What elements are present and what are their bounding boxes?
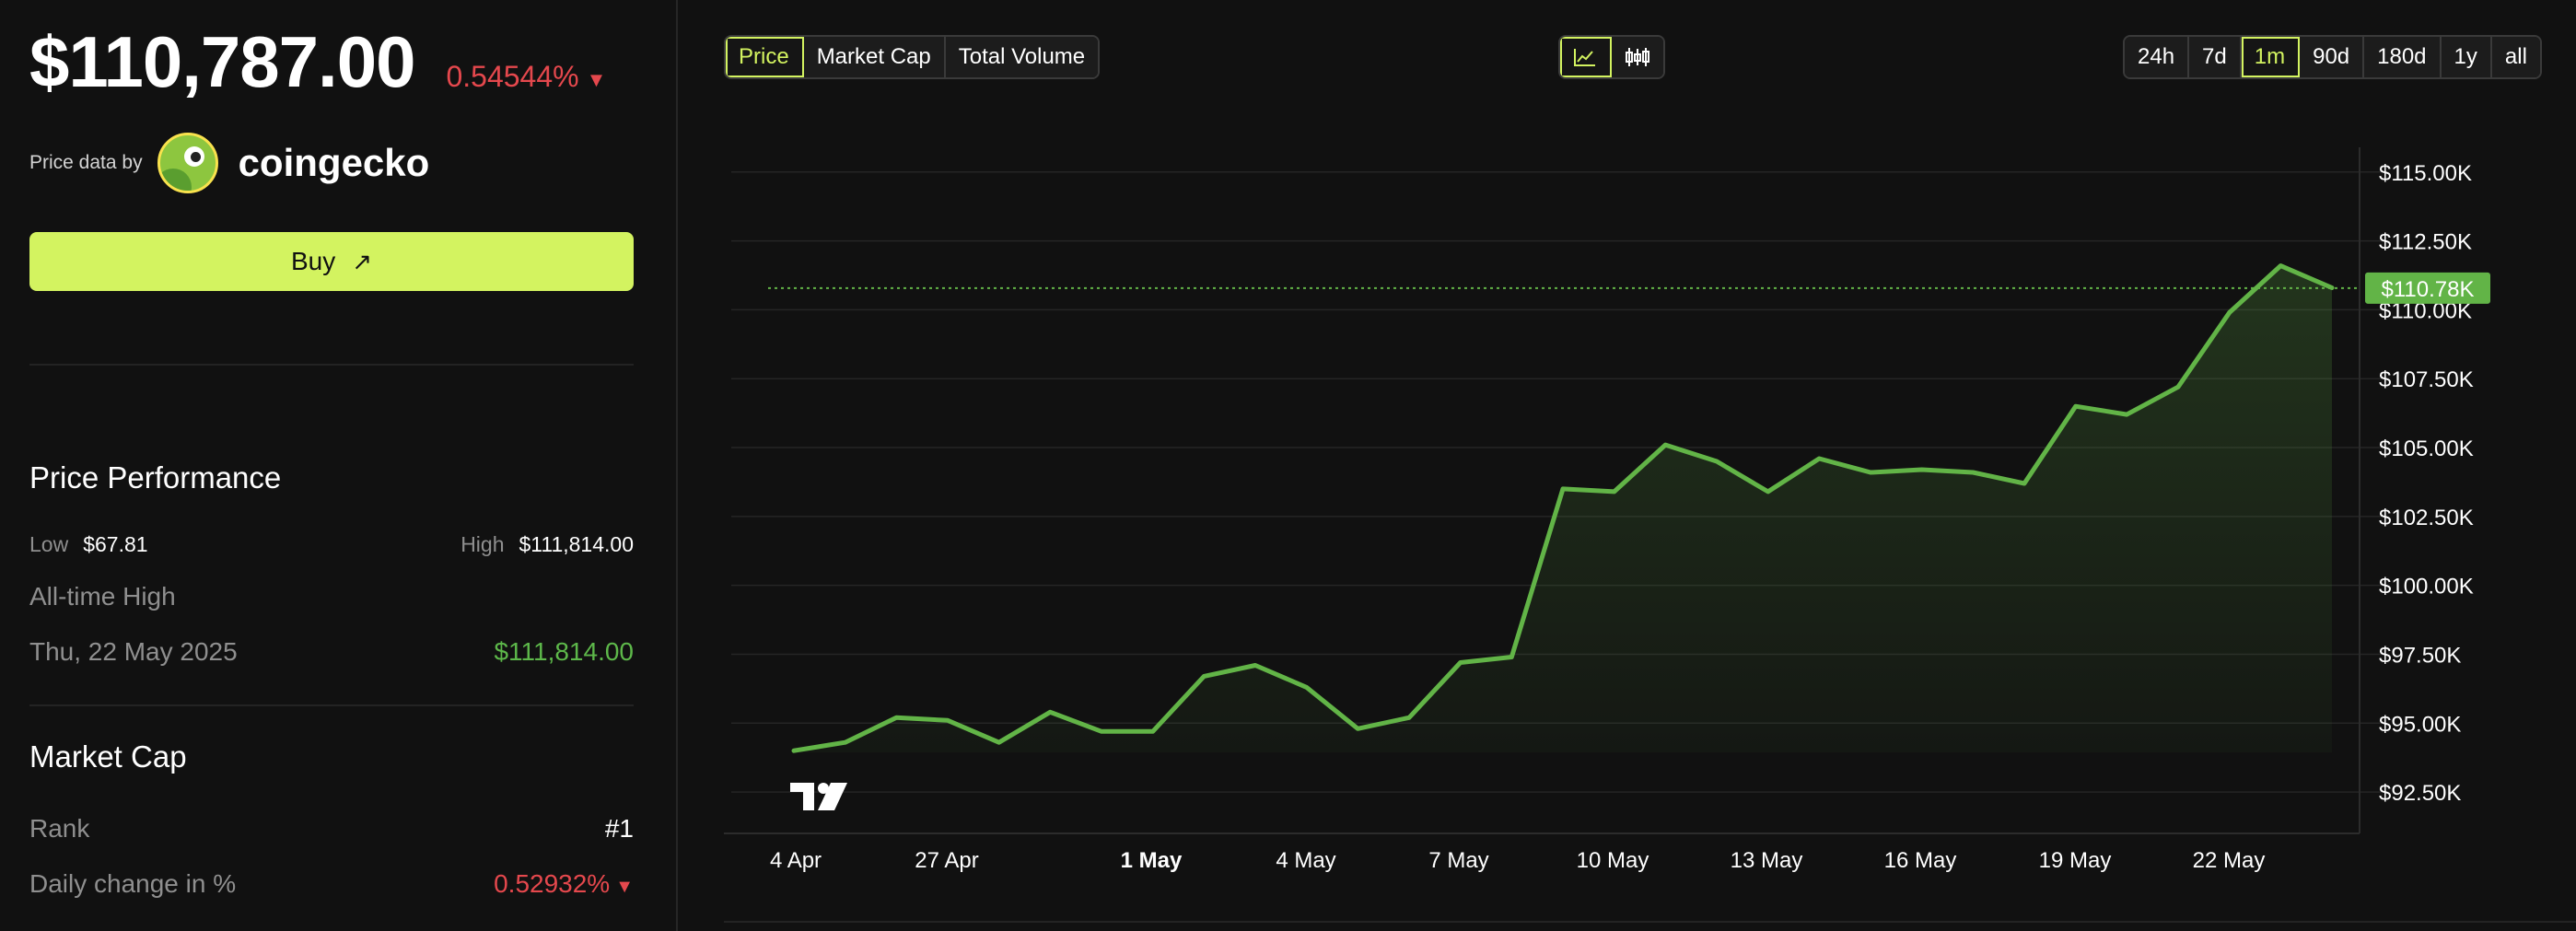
chart-panel: Price Market Cap Total Volume	[680, 0, 2576, 931]
range-1m-label: 1m	[2254, 44, 2286, 69]
tab-total-volume-label: Total Volume	[958, 44, 1086, 69]
coingecko-gecko-icon[interactable]	[157, 133, 218, 193]
range-1y-label: 1y	[2454, 44, 2477, 69]
ath-label: All-time High	[29, 582, 176, 611]
low-group: Low $67.81	[29, 532, 148, 557]
range-24h[interactable]: 24h	[2125, 37, 2190, 77]
price-header: $110,787.00 0.54544% ▼	[29, 20, 606, 104]
x-tick-label: 1 May	[1121, 848, 1183, 873]
y-tick-label: $102.50K	[2379, 506, 2474, 530]
x-tick-label: 4 May	[1276, 848, 1335, 873]
range-1y[interactable]: 1y	[2441, 37, 2492, 77]
x-tick-label: 19 May	[2039, 848, 2112, 873]
range-7d-label: 7d	[2202, 44, 2227, 69]
y-tick-label: $112.50K	[2379, 230, 2472, 255]
current-price: $110,787.00	[29, 21, 415, 102]
price-change-value: 0.54544%	[446, 60, 579, 93]
divider	[724, 921, 2576, 923]
y-tick-label: $92.50K	[2379, 781, 2461, 806]
ath-date: Thu, 22 May 2025	[29, 637, 238, 666]
daily-change-value: 0.52932%	[494, 869, 611, 898]
buy-button[interactable]: Buy ↗	[29, 232, 634, 291]
price-performance-title: Price Performance	[29, 460, 282, 495]
daily-change: 0.52932% ▼	[494, 869, 634, 899]
price-area-fill	[794, 265, 2332, 753]
low-value: $67.81	[83, 532, 148, 556]
arrow-up-right-icon: ↗	[352, 247, 373, 275]
range-180d-label: 180d	[2377, 44, 2427, 69]
price-data-attribution: Price data by coingecko	[29, 133, 429, 193]
y-tick-label: $115.00K	[2379, 161, 2472, 186]
y-tick-label: $107.50K	[2379, 367, 2474, 392]
ath-label-row: All-time High	[29, 582, 634, 611]
coin-info-panel: $110,787.00 0.54544% ▼ Price data by coin…	[0, 0, 678, 931]
range-1m[interactable]: 1m	[2241, 37, 2301, 77]
tab-market-cap[interactable]: Market Cap	[803, 37, 946, 77]
range-all[interactable]: all	[2491, 37, 2540, 77]
ath-value: $111,814.00	[494, 637, 634, 666]
x-tick-label: 4 Apr	[770, 848, 822, 873]
time-range-selector: 24h 7d 1m 90d 180d 1y all	[2123, 35, 2542, 79]
x-tick-label: 16 May	[1884, 848, 1957, 873]
range-180d[interactable]: 180d	[2364, 37, 2442, 77]
x-tick-label: 13 May	[1731, 848, 1803, 873]
low-high-row: Low $67.81 High $111,814.00	[29, 532, 634, 557]
line-chart-icon	[1574, 49, 1595, 66]
buy-button-label: Buy	[290, 247, 336, 275]
tab-price[interactable]: Price	[726, 37, 804, 77]
chart-type-toggle	[1558, 35, 1665, 79]
market-cap-title: Market Cap	[29, 739, 187, 774]
y-tick-label: $105.00K	[2379, 436, 2474, 461]
daily-change-row: Daily change in % 0.52932% ▼	[29, 869, 634, 899]
y-tick-label: $100.00K	[2379, 575, 2474, 599]
high-value: $111,814.00	[519, 532, 635, 556]
price-data-label: Price data by	[29, 152, 143, 173]
range-90d-label: 90d	[2313, 44, 2350, 69]
candlestick-icon	[1626, 48, 1649, 66]
metric-tabs: Price Market Cap Total Volume	[724, 35, 1101, 79]
coingecko-wordmark[interactable]: coingecko	[238, 141, 430, 184]
range-7d[interactable]: 7d	[2189, 37, 2242, 77]
ath-row: Thu, 22 May 2025 $111,814.00	[29, 637, 634, 667]
line-chart-button[interactable]	[1560, 37, 1612, 77]
x-tick-label: 10 May	[1577, 848, 1649, 873]
x-tick-label: 27 Apr	[915, 848, 978, 873]
x-tick-label: 7 May	[1428, 848, 1488, 873]
y-tick-label: $95.00K	[2379, 712, 2461, 737]
tab-price-label: Price	[739, 44, 789, 69]
current-price-badge-label: $110.78K	[2382, 277, 2475, 302]
tab-market-cap-label: Market Cap	[816, 44, 931, 69]
daily-change-label: Daily change in %	[29, 869, 237, 898]
price-series-line	[791, 263, 2335, 753]
divider	[29, 704, 634, 706]
current-price-badge	[2365, 272, 2490, 304]
y-tick-label: $97.50K	[2379, 643, 2461, 668]
rank-row: Rank #1	[29, 814, 634, 844]
range-all-label: all	[2504, 44, 2527, 69]
high-group: High $111,814.00	[460, 532, 634, 557]
high-label: High	[460, 532, 505, 556]
rank-label: Rank	[29, 814, 90, 843]
price-chart[interactable]: 4 Apr 27 Apr 1 May 4 May 7 May 10 May 13 May 16…	[680, 0, 2576, 921]
rank-value: #1	[604, 814, 634, 843]
triangle-down-icon: ▼	[615, 877, 634, 897]
range-24h-label: 24h	[2138, 44, 2175, 69]
price-change: 0.54544% ▼	[446, 60, 606, 94]
x-tick-label: 22 May	[2193, 848, 2266, 873]
candlestick-button[interactable]	[1612, 37, 1663, 77]
tradingview-logo-icon[interactable]	[790, 783, 847, 810]
divider	[29, 364, 634, 366]
tab-total-volume[interactable]: Total Volume	[945, 37, 1099, 77]
range-90d[interactable]: 90d	[2300, 37, 2365, 77]
triangle-down-icon: ▼	[586, 68, 607, 91]
low-label: Low	[29, 532, 69, 556]
